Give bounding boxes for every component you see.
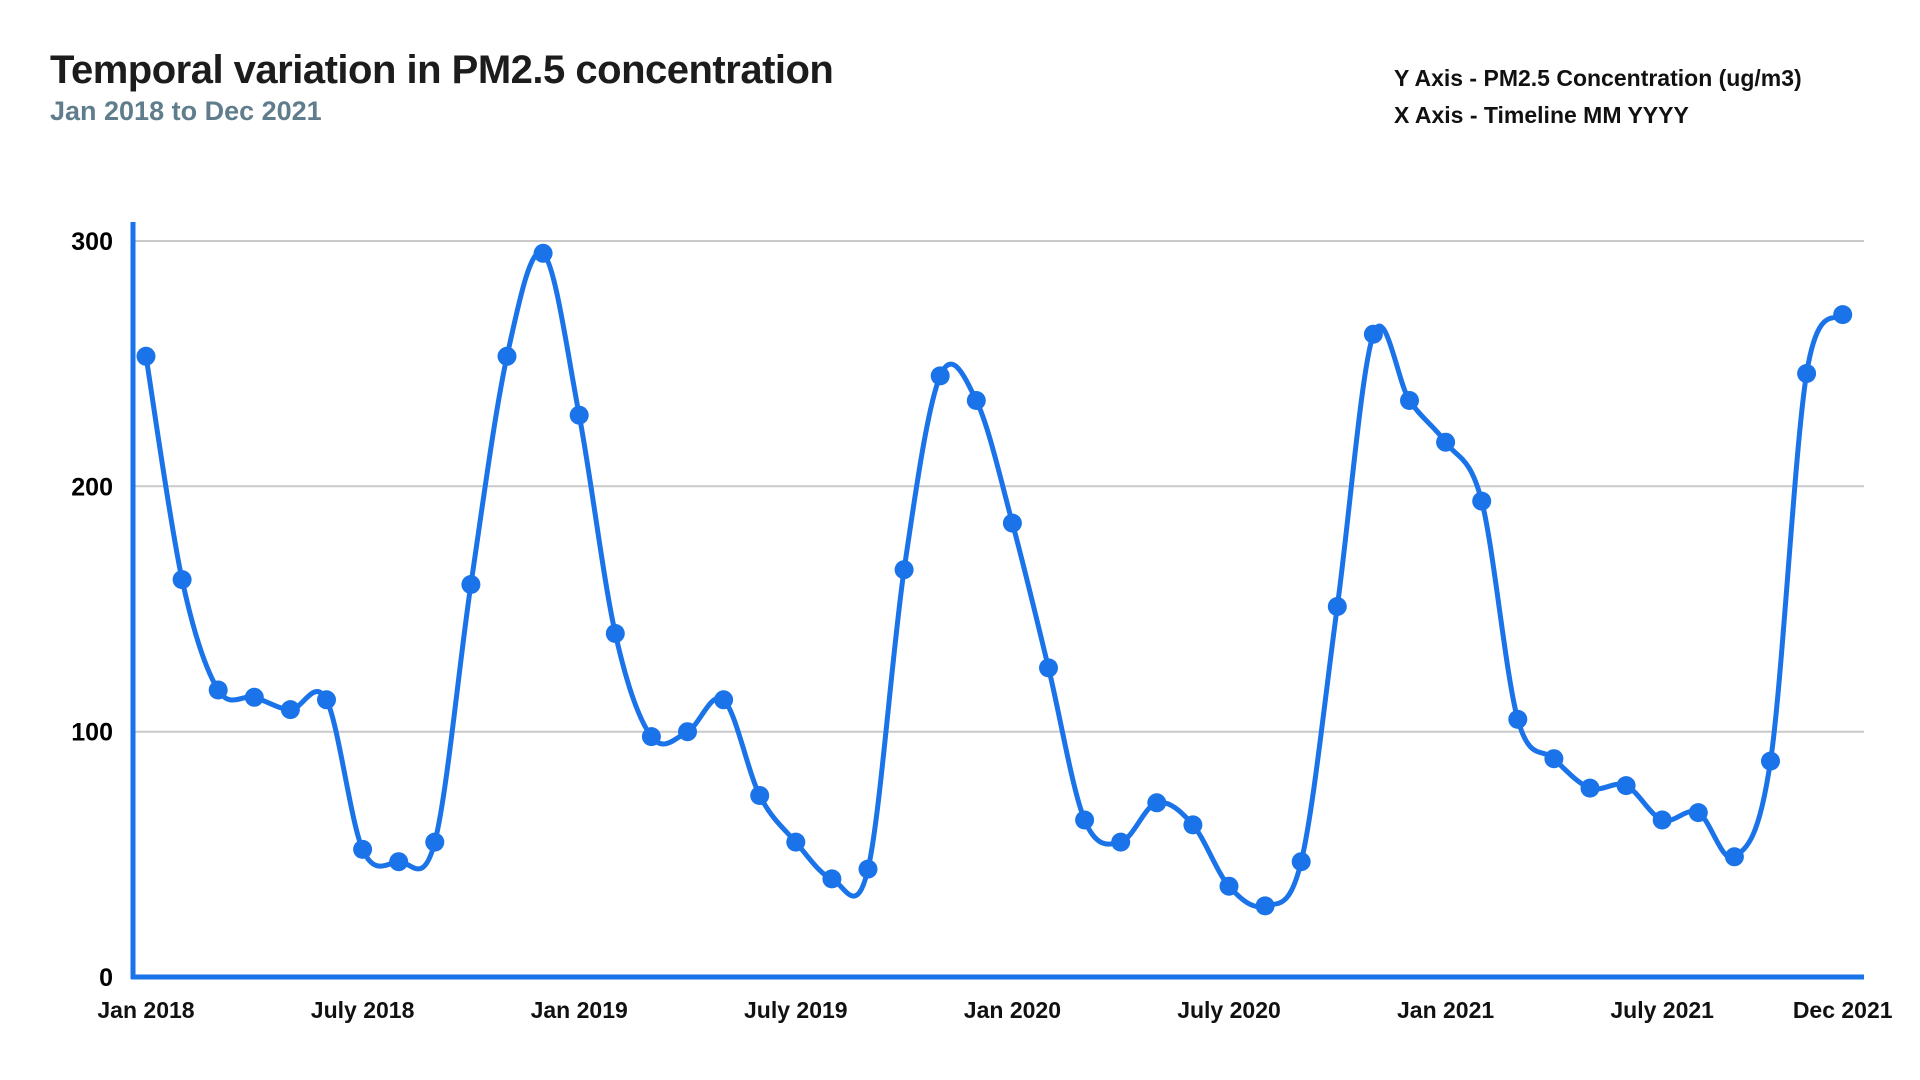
data-point-Jan-2018 [136,346,156,366]
data-point-Oct-2021 [1761,751,1780,771]
data-point-Nov-2021 [1797,364,1817,383]
data-point-Jan-2019 [569,405,589,425]
data-point-Nov-2018 [497,346,517,366]
x-tick-label-Jan-2020: Jan 2020 [964,997,1061,1023]
data-point-Aug-2021 [1688,803,1708,823]
data-point-Apr-2020 [1111,832,1131,852]
x-tick-label-July-2018: July 2018 [311,997,415,1023]
data-point-Apr-2018 [244,687,264,707]
x-tick-label-July-2019: July 2019 [744,997,848,1023]
data-point-Mar-2021 [1508,709,1528,729]
data-point-Jul-2020 [1219,876,1239,896]
data-point-Mar-2019 [641,727,661,747]
data-point-Oct-2020 [1327,597,1347,616]
data-point-May-2018 [280,700,300,720]
data-point-Apr-2021 [1544,749,1564,769]
pm25-series-line [143,249,1846,910]
x-tick-label-Jan-2018: Jan 2018 [97,997,194,1023]
data-point-Jul-2018 [353,839,373,859]
data-point-May-2020 [1147,793,1167,813]
data-point-Feb-2018 [172,570,192,590]
data-point-Sep-2021 [1724,847,1744,867]
data-point-Sep-2019 [858,859,878,879]
chart-subtitle: Jan 2018 to Dec 2021 [50,96,322,126]
data-point-Dec-2018 [533,243,553,263]
data-point-Jun-2019 [750,786,770,805]
data-point-Nov-2020 [1363,324,1383,344]
data-point-Jul-2021 [1652,810,1672,830]
data-point-Jan-2020 [1002,513,1022,533]
axis-note: Y Axis - PM2.5 Concentration (ug/m3) X A… [1394,60,1802,134]
x-tick-label-Jan-2021: Jan 2021 [1397,997,1494,1023]
data-point-Oct-2019 [894,560,914,580]
x-tick-label-Dec-2021: Dec 2021 [1793,997,1893,1023]
data-point-Mar-2020 [1075,810,1095,830]
data-point-Dec-2021 [1833,305,1853,325]
data-point-Jun-2018 [317,690,336,710]
page-title: Temporal variation in PM2.5 concentratio… [50,48,834,92]
data-point-Sep-2020 [1291,852,1311,872]
axis-note-x-label: X Axis - Timeline MM YYYY [1394,102,1689,128]
data-point-Mar-2018 [208,680,228,700]
data-point-Dec-2020 [1400,391,1419,410]
data-point-Jan-2021 [1436,432,1456,452]
x-tick-label-July-2020: July 2020 [1177,997,1281,1023]
data-point-May-2021 [1580,778,1600,798]
y-tick-label-300: 300 [71,228,113,256]
y-tick-label-100: 100 [71,719,113,747]
axis-note-y-label: Y Axis - PM2.5 Concentration (ug/m3) [1394,65,1802,91]
data-point-Oct-2018 [461,575,481,594]
data-point-Feb-2019 [605,624,625,643]
data-point-Aug-2018 [389,852,409,872]
data-point-Apr-2019 [678,722,697,742]
data-point-Aug-2020 [1255,896,1275,916]
data-point-Sep-2018 [425,832,445,852]
data-point-Dec-2019 [966,391,986,410]
x-tick-label-Jan-2019: Jan 2019 [531,997,628,1023]
data-point-Jun-2021 [1616,776,1636,796]
x-tick-label-July-2021: July 2021 [1610,997,1714,1023]
data-point-Nov-2019 [930,366,950,386]
data-point-Aug-2019 [822,869,842,889]
data-point-Jul-2019 [786,832,806,852]
data-point-Feb-2021 [1472,491,1492,511]
y-tick-label-0: 0 [99,964,113,992]
data-point-Feb-2020 [1039,658,1058,678]
data-point-Jun-2020 [1183,815,1203,835]
y-tick-label-200: 200 [71,473,113,501]
data-point-May-2019 [714,690,734,710]
